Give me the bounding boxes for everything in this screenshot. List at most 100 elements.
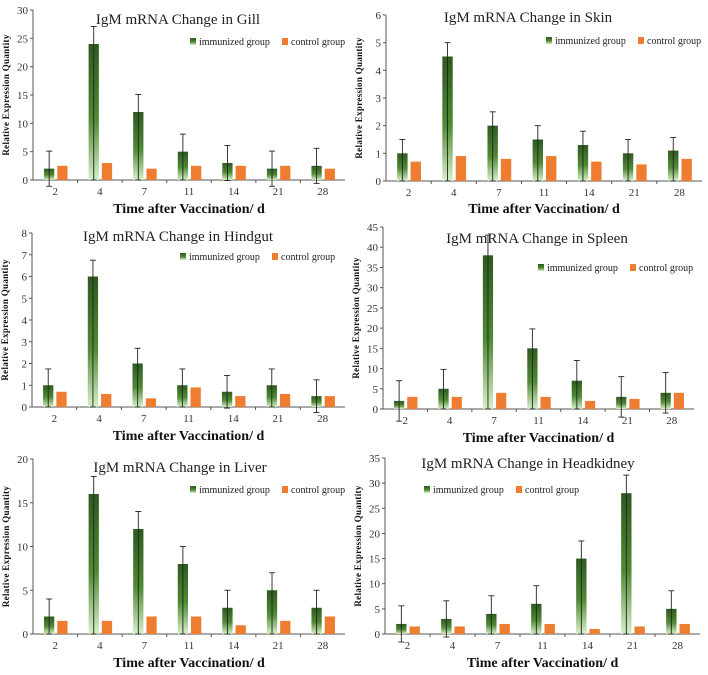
legend-label-control: control group — [291, 485, 345, 496]
bar-control — [673, 392, 685, 409]
y-tick-label: 15 — [369, 554, 381, 566]
panel-2: 0 1 2 3 4 5 6 7 8 2 4 7 11 14 21 28 IgM mRNA Change in H… — [0, 228, 345, 444]
x-tick-label: 28 — [317, 413, 329, 425]
x-tick-label: 11 — [539, 187, 550, 199]
x-axis-label: Time after Vaccination/ d — [463, 431, 615, 446]
legend-swatch-immunized — [424, 486, 430, 493]
y-tick-label: 10 — [17, 542, 29, 554]
y-axis-label: Relative Expression Quantity — [351, 257, 361, 378]
legend-label-immunized: immunized group — [199, 485, 270, 496]
y-tick-label: 5 — [23, 147, 29, 159]
chart-title: IgM mRNA Change in Hindgut — [83, 229, 274, 245]
x-axis-label: Time after Vaccination/ d — [113, 656, 265, 671]
legend-label-immunized: immunized group — [189, 252, 260, 263]
bar-control — [679, 623, 690, 634]
bar-control — [410, 161, 421, 181]
x-tick-label: 11 — [537, 640, 548, 652]
x-axis-label: Time after Vaccination/ d — [468, 202, 620, 217]
legend-swatch-immunized — [180, 253, 186, 260]
y-tick-label: 15 — [17, 498, 29, 510]
bar-control — [540, 396, 551, 409]
legend-swatch-control — [282, 486, 288, 493]
x-tick-label: 2 — [402, 415, 408, 427]
legend-label-control: control group — [647, 36, 701, 47]
x-tick-label: 4 — [97, 640, 103, 652]
x-tick-label: 4 — [96, 413, 102, 425]
legend-label-control: control group — [281, 252, 335, 263]
bar-control — [407, 396, 418, 409]
y-tick-label: 3 — [22, 337, 28, 349]
x-tick-label: 21 — [272, 413, 283, 425]
y-tick-label: 35 — [369, 453, 381, 465]
bar-control — [146, 616, 157, 634]
x-tick-label: 21 — [629, 187, 640, 199]
bar-control — [324, 616, 335, 634]
y-tick-label: 2 — [376, 121, 382, 133]
panel-4: 0 5 10 15 20 2 4 7 11 14 21 28 IgM mRNA Change in Li… — [1, 454, 345, 671]
y-tick-label: 7 — [22, 250, 28, 262]
panel-0: 0 5 10 15 20 25 30 2 4 7 11 14 21 28 IgM mRNA Change i… — [1, 5, 345, 217]
y-tick-label: 0 — [376, 176, 382, 188]
x-tick-label: 28 — [317, 186, 329, 198]
bar-control — [279, 393, 291, 407]
y-tick-label: 5 — [23, 585, 29, 597]
bar-control — [455, 156, 467, 181]
bar-control — [636, 164, 647, 181]
bar-control — [409, 626, 420, 634]
x-tick-label: 7 — [142, 640, 148, 652]
bar-control — [499, 623, 510, 634]
y-tick-label: 30 — [367, 283, 379, 295]
y-tick-label: 5 — [375, 604, 381, 616]
legend-swatch-control — [282, 38, 288, 45]
y-tick-label: 10 — [367, 364, 379, 376]
y-axis-label: Relative Expression Quantity — [353, 485, 363, 606]
x-tick-label: 7 — [496, 187, 502, 199]
y-tick-label: 0 — [373, 404, 379, 416]
bar-control — [101, 163, 113, 180]
y-axis-label: Relative Expression Quantity — [1, 34, 11, 155]
bar-control — [280, 620, 291, 634]
bar-control — [681, 158, 692, 181]
y-tick-label: 0 — [23, 175, 29, 187]
y-tick-label: 25 — [369, 503, 381, 515]
bar-control — [190, 387, 201, 407]
x-tick-label: 4 — [450, 640, 456, 652]
y-tick-label: 3 — [376, 93, 382, 105]
y-tick-label: 4 — [22, 315, 28, 327]
x-tick-label: 11 — [183, 413, 194, 425]
bar-control — [629, 398, 640, 409]
x-tick-label: 11 — [184, 640, 195, 652]
bar-control — [496, 392, 507, 409]
x-tick-label: 2 — [405, 640, 411, 652]
x-tick-label: 11 — [184, 186, 195, 198]
legend-label-immunized: immunized group — [433, 485, 504, 496]
bar-control — [146, 168, 157, 180]
y-tick-label: 25 — [17, 33, 29, 45]
panel-1: 0 1 2 3 4 5 6 2 4 7 11 14 21 28 IgM mRNA Change in Ski… — [354, 10, 702, 217]
x-tick-label: 28 — [672, 640, 684, 652]
x-tick-label: 2 — [53, 640, 59, 652]
x-tick-label: 21 — [273, 640, 284, 652]
y-tick-label: 0 — [22, 402, 28, 414]
y-tick-label: 5 — [376, 38, 382, 50]
bar-control — [546, 156, 557, 181]
legend-label-immunized: immunized group — [199, 37, 270, 48]
x-tick-label: 2 — [52, 413, 58, 425]
y-tick-label: 5 — [22, 293, 28, 305]
x-tick-label: 28 — [674, 187, 686, 199]
x-tick-label: 21 — [622, 415, 633, 427]
chart-title: IgM mRNA Change in Spleen — [446, 231, 628, 247]
y-tick-label: 10 — [369, 579, 381, 591]
bar-control — [544, 623, 555, 634]
x-tick-label: 14 — [228, 413, 240, 425]
y-axis-label: Relative Expression Quantity — [1, 486, 11, 607]
bar-control — [591, 161, 602, 181]
y-tick-label: 8 — [22, 228, 28, 240]
y-axis-label: Relative Expression Quantity — [0, 259, 10, 380]
y-tick-label: 10 — [17, 118, 29, 130]
x-tick-label: 28 — [666, 415, 678, 427]
x-tick-label: 11 — [533, 415, 544, 427]
bar-control — [56, 391, 67, 407]
y-tick-label: 5 — [373, 384, 379, 396]
